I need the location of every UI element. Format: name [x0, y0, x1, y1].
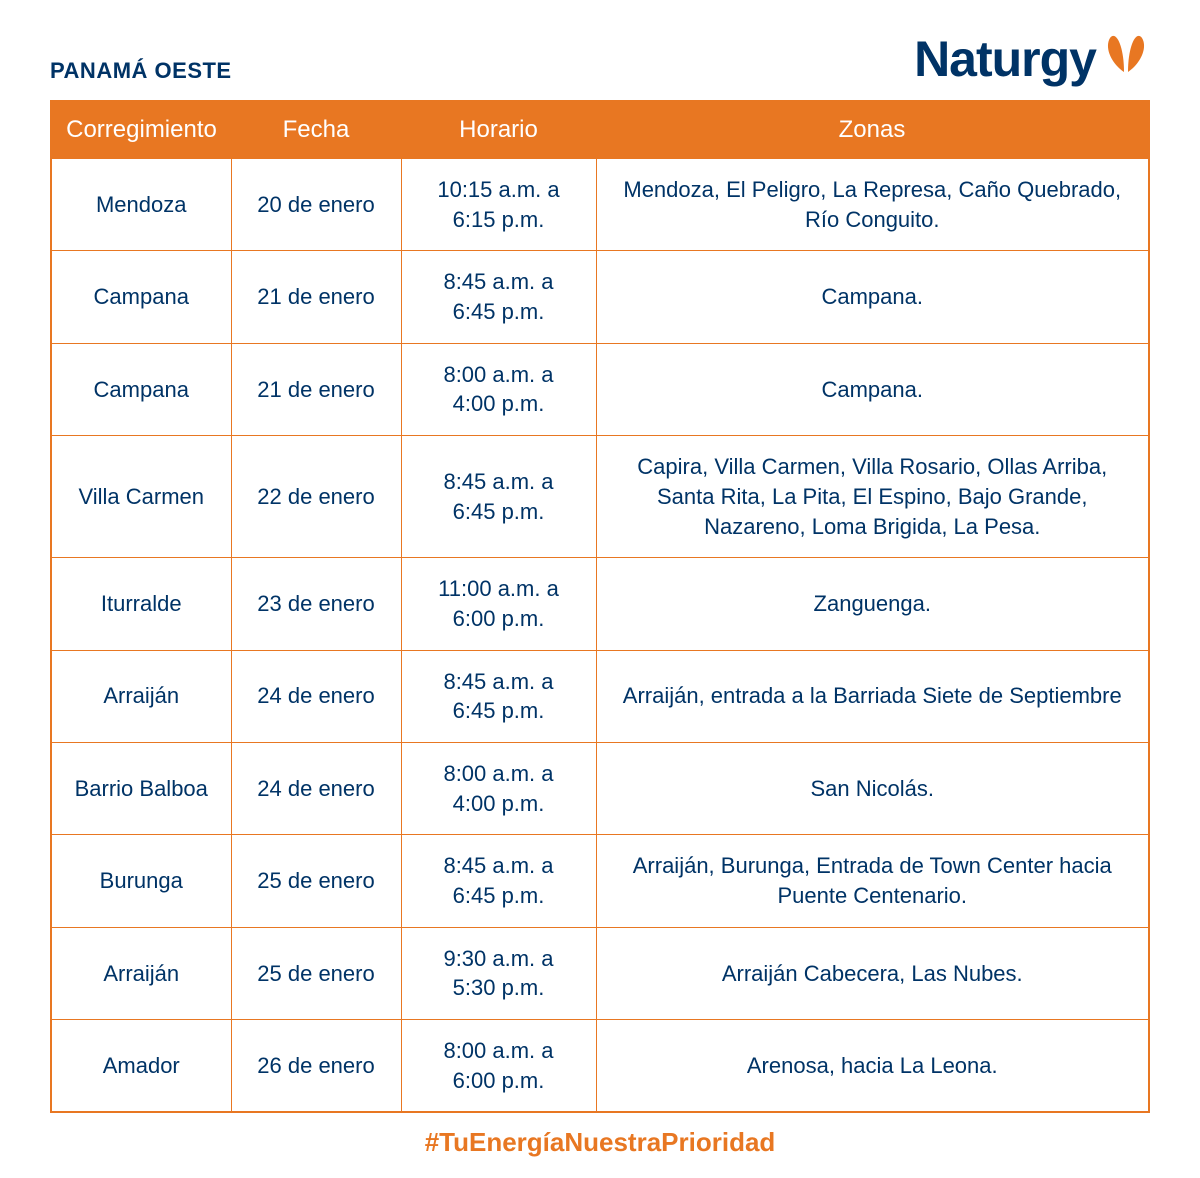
cell-zonas: Campana.	[596, 343, 1149, 435]
cell-fecha: 22 de enero	[231, 436, 401, 558]
cell-zonas: Capira, Villa Carmen, Villa Rosario, Oll…	[596, 436, 1149, 558]
cell-fecha: 24 de enero	[231, 650, 401, 742]
table-row: Amador26 de enero8:00 a.m. a6:00 p.m.Are…	[51, 1020, 1149, 1113]
cell-zonas: Arraiján Cabecera, Las Nubes.	[596, 927, 1149, 1019]
table-row: Campana21 de enero8:00 a.m. a4:00 p.m.Ca…	[51, 343, 1149, 435]
table-row: Iturralde23 de enero11:00 a.m. a6:00 p.m…	[51, 558, 1149, 650]
col-header-corregimiento: Corregimiento	[51, 101, 231, 159]
cell-horario: 10:15 a.m. a6:15 p.m.	[401, 159, 596, 251]
butterfly-icon	[1102, 32, 1150, 74]
table-row: Arraiján25 de enero9:30 a.m. a5:30 p.m.A…	[51, 927, 1149, 1019]
cell-fecha: 20 de enero	[231, 159, 401, 251]
cell-zonas: Mendoza, El Peligro, La Represa, Caño Qu…	[596, 159, 1149, 251]
cell-fecha: 21 de enero	[231, 251, 401, 343]
region-title: PANAMÁ OESTE	[50, 58, 232, 88]
header: PANAMÁ OESTE Naturgy	[50, 30, 1150, 88]
cell-horario: 9:30 a.m. a5:30 p.m.	[401, 927, 596, 1019]
cell-fecha: 23 de enero	[231, 558, 401, 650]
col-header-horario: Horario	[401, 101, 596, 159]
cell-zonas: Zanguenga.	[596, 558, 1149, 650]
cell-fecha: 24 de enero	[231, 742, 401, 834]
cell-corregimiento: Iturralde	[51, 558, 231, 650]
cell-horario: 8:00 a.m. a4:00 p.m.	[401, 742, 596, 834]
cell-corregimiento: Mendoza	[51, 159, 231, 251]
cell-corregimiento: Campana	[51, 343, 231, 435]
cell-zonas: Campana.	[596, 251, 1149, 343]
cell-horario: 8:45 a.m. a6:45 p.m.	[401, 251, 596, 343]
table-header-row: Corregimiento Fecha Horario Zonas	[51, 101, 1149, 159]
cell-zonas: Arraiján, entrada a la Barriada Siete de…	[596, 650, 1149, 742]
hashtag: #TuEnergíaNuestraPrioridad	[50, 1127, 1150, 1158]
cell-fecha: 21 de enero	[231, 343, 401, 435]
cell-corregimiento: Barrio Balboa	[51, 742, 231, 834]
cell-corregimiento: Arraiján	[51, 650, 231, 742]
cell-corregimiento: Burunga	[51, 835, 231, 927]
cell-zonas: San Nicolás.	[596, 742, 1149, 834]
table-row: Arraiján24 de enero8:45 a.m. a6:45 p.m.A…	[51, 650, 1149, 742]
cell-corregimiento: Amador	[51, 1020, 231, 1113]
cell-horario: 8:45 a.m. a6:45 p.m.	[401, 436, 596, 558]
cell-zonas: Arenosa, hacia La Leona.	[596, 1020, 1149, 1113]
cell-corregimiento: Arraiján	[51, 927, 231, 1019]
cell-horario: 8:00 a.m. a4:00 p.m.	[401, 343, 596, 435]
cell-fecha: 26 de enero	[231, 1020, 401, 1113]
col-header-fecha: Fecha	[231, 101, 401, 159]
cell-horario: 8:00 a.m. a6:00 p.m.	[401, 1020, 596, 1113]
table-row: Mendoza20 de enero10:15 a.m. a6:15 p.m.M…	[51, 159, 1149, 251]
cell-horario: 11:00 a.m. a6:00 p.m.	[401, 558, 596, 650]
brand-logo: Naturgy	[914, 30, 1150, 88]
col-header-zonas: Zonas	[596, 101, 1149, 159]
cell-corregimiento: Campana	[51, 251, 231, 343]
cell-fecha: 25 de enero	[231, 927, 401, 1019]
cell-corregimiento: Villa Carmen	[51, 436, 231, 558]
table-row: Barrio Balboa24 de enero8:00 a.m. a4:00 …	[51, 742, 1149, 834]
cell-horario: 8:45 a.m. a6:45 p.m.	[401, 835, 596, 927]
table-row: Campana21 de enero8:45 a.m. a6:45 p.m.Ca…	[51, 251, 1149, 343]
table-row: Villa Carmen22 de enero8:45 a.m. a6:45 p…	[51, 436, 1149, 558]
cell-zonas: Arraiján, Burunga, Entrada de Town Cente…	[596, 835, 1149, 927]
schedule-table: Corregimiento Fecha Horario Zonas Mendoz…	[50, 100, 1150, 1113]
cell-horario: 8:45 a.m. a6:45 p.m.	[401, 650, 596, 742]
table-row: Burunga25 de enero8:45 a.m. a6:45 p.m.Ar…	[51, 835, 1149, 927]
cell-fecha: 25 de enero	[231, 835, 401, 927]
brand-name: Naturgy	[914, 30, 1096, 88]
